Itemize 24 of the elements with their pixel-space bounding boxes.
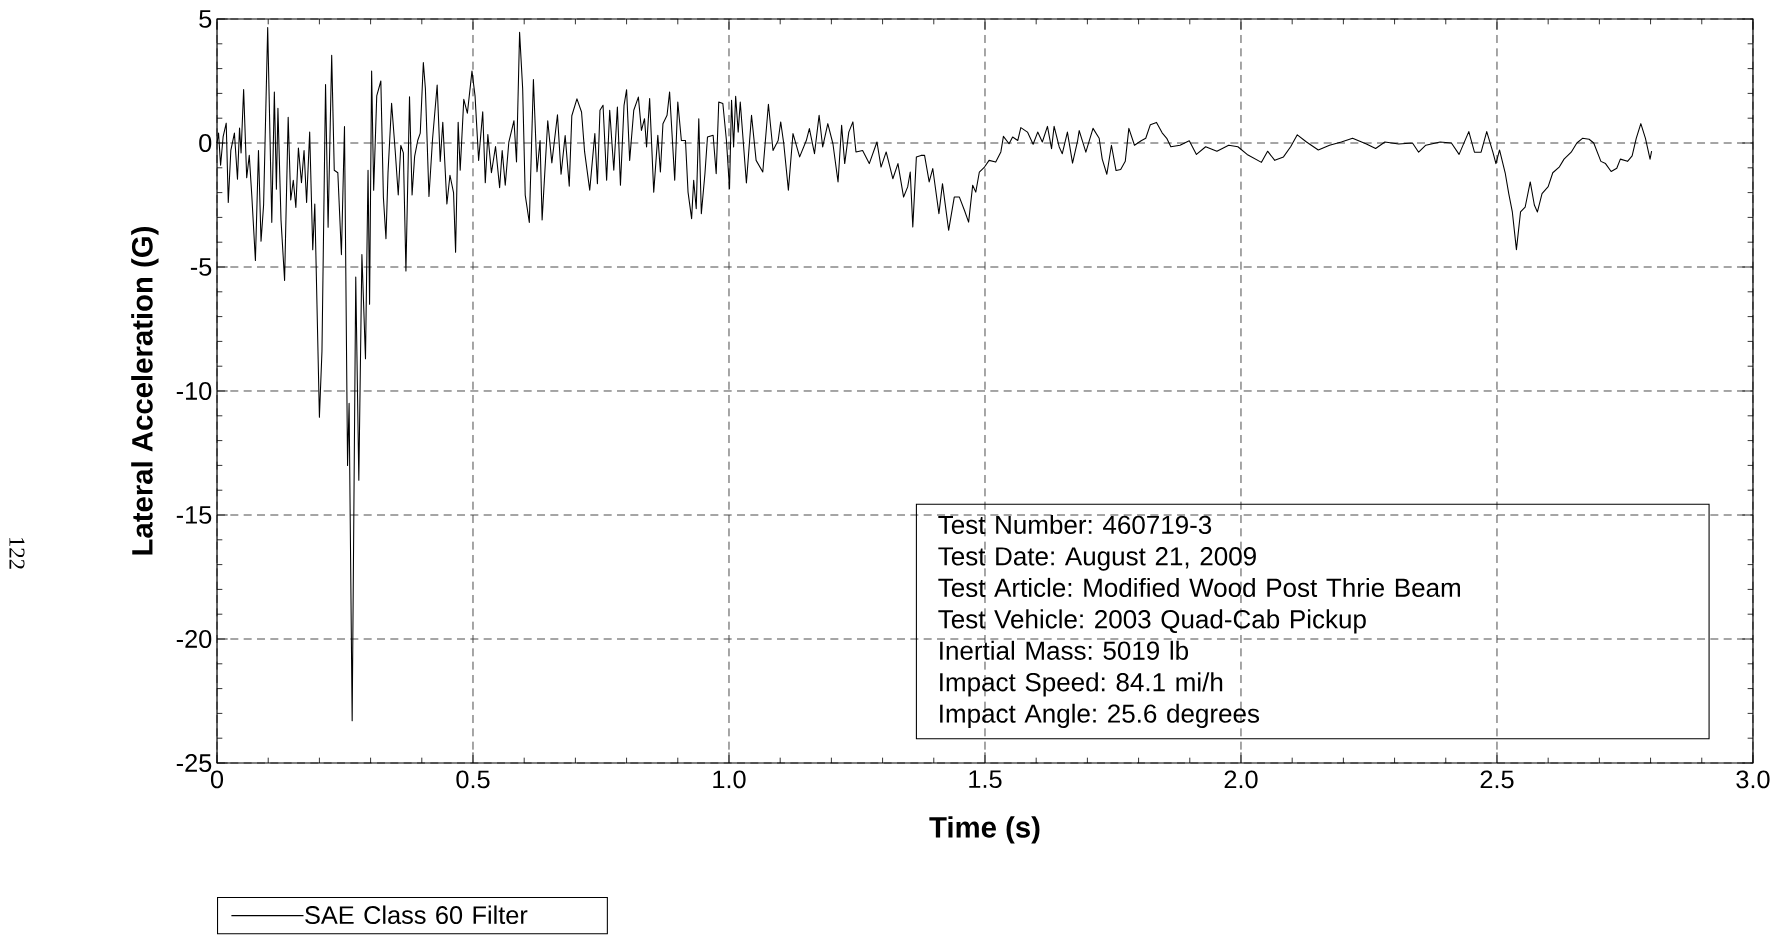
annotation: Test Article: Modified Wood Post Thrie Beam <box>938 577 1460 597</box>
y-tick-label: -25 <box>176 754 212 772</box>
y-tick-label: 0 <box>199 134 212 152</box>
y-tick-label: -10 <box>176 382 212 400</box>
y-tick-label: -5 <box>190 258 212 276</box>
x-tick-label: 3.0 <box>1736 770 1770 789</box>
annotation: Test Vehicle: 2003 Quad-Cab Pickup <box>938 609 1366 634</box>
annotation: Test Date: August 21, 2009 <box>938 547 1256 571</box>
annotation: Impact Angle: 25.6 degrees <box>940 703 1260 728</box>
y-tick-label: -20 <box>176 630 212 648</box>
y-tick-label: -15 <box>176 506 212 524</box>
x-tick-label: 0.5 <box>456 770 490 789</box>
annotation: Impact Speed: 84.1 mi/h <box>940 672 1223 697</box>
x-tick-label: 2.0 <box>1224 770 1258 789</box>
x-tick-label: 1.0 <box>713 770 746 789</box>
x-tick-label: 1.5 <box>969 770 1002 789</box>
annotation: Test Number: 460719-3 <box>938 514 1212 535</box>
y-axis-title: Lateral Acceleration (G) <box>131 227 159 555</box>
x-tick-label: 2.5 <box>1480 770 1514 789</box>
legend-label: SAE Class 60 Filter <box>305 905 528 925</box>
y-tick-label: 5 <box>199 10 212 28</box>
annotation: Inertial Mass: 5019 lb <box>940 640 1189 660</box>
x-axis-title: Time (s) <box>929 816 1040 844</box>
text: 122 <box>9 537 25 569</box>
